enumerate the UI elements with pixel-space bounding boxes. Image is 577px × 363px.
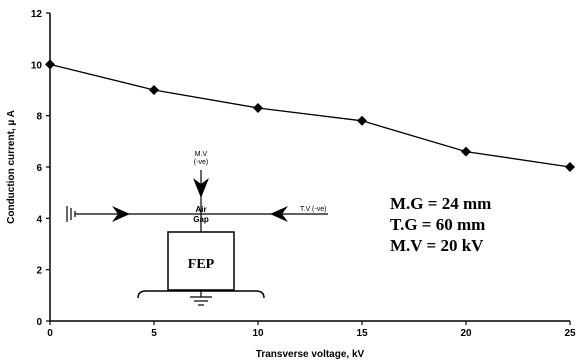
left-arrowhead — [112, 206, 130, 222]
series-line — [49, 63, 571, 168]
series-layer — [45, 59, 575, 172]
fep-label: FEP — [188, 257, 215, 272]
x-tick-label: 0 — [47, 328, 53, 339]
y-tick-label: 0 — [36, 317, 42, 328]
data-point — [357, 115, 367, 126]
x-tick-label: 10 — [252, 328, 264, 339]
data-point — [253, 102, 263, 113]
transverse-gap-param: T.G = 60 mm — [390, 215, 486, 234]
x-tick-label: 25 — [564, 328, 576, 339]
axis-ticks — [46, 12, 571, 325]
mv-label: M.V — [195, 151, 208, 158]
inset-schematic: M.V (-ve) Air Gap T.V (-ve) FEP — [66, 151, 328, 306]
down-arrowhead — [193, 178, 209, 198]
gap-label: Gap — [193, 215, 209, 224]
data-point — [149, 85, 159, 95]
gap-length-param: M.G = 24 mm — [390, 194, 492, 213]
data-point — [45, 59, 55, 70]
x-tick-label: 20 — [460, 328, 472, 339]
fep-box — [167, 231, 235, 291]
air-label: Air — [195, 205, 206, 214]
right-arrowhead — [270, 206, 288, 222]
y-tick-label: 12 — [31, 9, 43, 20]
y-tick-label: 2 — [36, 266, 42, 277]
y-tick-label: 6 — [36, 163, 42, 174]
y-tick-label: 4 — [36, 214, 42, 225]
tv-label: T.V (-ve) — [300, 206, 326, 213]
x-axis-title: Transverse voltage, kV — [256, 349, 365, 360]
y-tick-label: 8 — [36, 112, 42, 123]
data-point — [461, 146, 471, 157]
x-tick-label: 5 — [151, 328, 157, 339]
y-axis-title: Conduction current, µ A — [6, 110, 17, 224]
experiment-parameters: M.G = 24 mm T.G = 60 mm M.V = 20 kV — [390, 193, 491, 256]
axis-tick-labels: 0 5 10 15 20 25 0 2 4 6 8 10 12 — [31, 9, 576, 339]
main-voltage-param: M.V = 20 kV — [390, 236, 484, 255]
data-point — [565, 162, 575, 172]
mv-polarity-label: (-ve) — [194, 159, 208, 166]
y-tick-label: 10 — [31, 60, 43, 71]
x-tick-label: 15 — [356, 328, 368, 339]
